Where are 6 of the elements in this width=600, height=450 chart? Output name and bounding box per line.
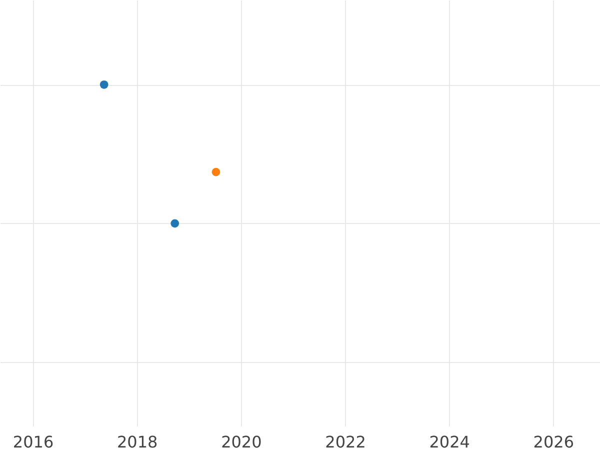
x-tick-label: 2026 xyxy=(533,432,574,450)
x-tick-label: 2024 xyxy=(429,432,470,450)
x-tick-label: 2022 xyxy=(325,432,366,450)
x-tick-label: 2016 xyxy=(12,432,54,450)
x-tick-label: 2020 xyxy=(221,432,262,450)
x-tick-label: 2018 xyxy=(117,432,158,450)
